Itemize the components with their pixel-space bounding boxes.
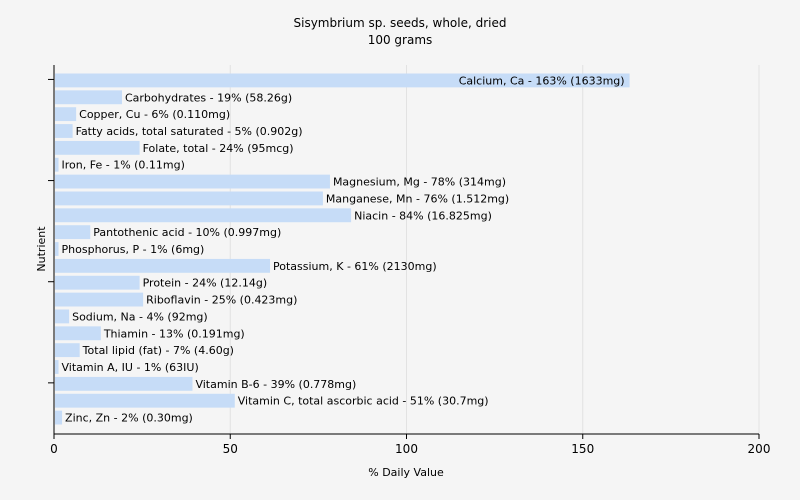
bar [55, 107, 77, 122]
bar [55, 343, 80, 358]
bar [55, 410, 63, 425]
bar-label: Carbohydrates - 19% (58.26g) [125, 91, 292, 104]
bar-label: Iron, Fe - 1% (0.11mg) [62, 159, 185, 172]
bar [55, 174, 330, 189]
bar-label: Vitamin C, total ascorbic acid - 51% (30… [238, 395, 489, 408]
bar [55, 140, 140, 155]
bar-label: Copper, Cu - 6% (0.110mg) [79, 108, 230, 121]
bar [55, 124, 73, 138]
bar-label: Manganese, Mn - 76% (1.512mg) [326, 192, 509, 205]
x-tick-label: 50 [223, 442, 238, 456]
bar-label: Fatty acids, total saturated - 5% (0.902… [76, 125, 303, 138]
bar-label: Vitamin A, IU - 1% (63IU) [62, 361, 199, 374]
bar [55, 376, 193, 391]
bar-label: Potassium, K - 61% (2130mg) [273, 260, 437, 273]
y-axis-label: Nutrient [35, 226, 48, 272]
bar-label: Zinc, Zn - 2% (0.30mg) [65, 412, 193, 425]
bar-label: Vitamin B-6 - 39% (0.778mg) [195, 378, 356, 391]
bar-labels: Calcium, Ca - 163% (1633mg) Carbohydrates… [62, 74, 625, 424]
bar-label: Magnesium, Mg - 78% (314mg) [333, 176, 506, 189]
bar-label: Niacin - 84% (16.825mg) [354, 209, 492, 222]
bar-label: Total lipid (fat) - 7% (4.60g) [82, 344, 234, 357]
x-tick-label: 200 [748, 442, 771, 456]
bar-label: Pantothenic acid - 10% (0.997mg) [93, 226, 281, 239]
bar [55, 360, 59, 374]
bar [55, 242, 59, 256]
x-tick-label: 100 [395, 442, 418, 456]
bar [55, 90, 122, 105]
bar [55, 258, 271, 273]
chart-title: Sisymbrium sp. seeds, whole, dried [294, 16, 507, 30]
bar [55, 191, 323, 206]
bar-label: Folate, total - 24% (95mcg) [143, 142, 294, 155]
bar-label: Riboflavin - 25% (0.423mg) [146, 294, 297, 307]
x-ticks: 0 50 100 150 200 [48, 78, 771, 456]
chart-subtitle: 100 grams [368, 33, 433, 47]
gridlines [229, 65, 760, 434]
bar [55, 292, 144, 307]
bar [55, 73, 630, 88]
bar [55, 275, 140, 290]
bar [55, 309, 70, 324]
x-tick-label: 0 [50, 442, 58, 456]
x-axis-label: % Daily Value [368, 466, 444, 479]
bar-label: Protein - 24% (12.14g) [143, 277, 268, 290]
bar-label: Thiamin - 13% (0.191mg) [103, 327, 245, 340]
bar-label: Sodium, Na - 4% (92mg) [72, 310, 208, 323]
bar [55, 225, 91, 240]
bar-label: Phosphorus, P - 1% (6mg) [62, 243, 205, 256]
bar [55, 326, 101, 341]
bar [55, 208, 352, 223]
x-tick-label: 150 [571, 442, 594, 456]
bar [55, 157, 59, 172]
bar-label: Calcium, Ca - 163% (1633mg) [459, 74, 625, 87]
bars [55, 73, 630, 425]
bar [55, 393, 235, 408]
